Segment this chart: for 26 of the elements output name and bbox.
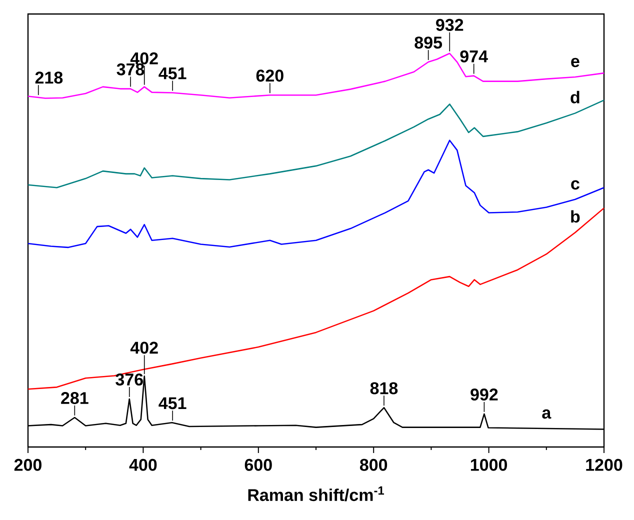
series-label: e bbox=[571, 58, 580, 68]
x-tick-label: 1200 bbox=[586, 458, 622, 471]
annotation: 818 bbox=[370, 382, 398, 394]
series-label: b bbox=[571, 210, 580, 223]
annotation: 376 bbox=[116, 374, 143, 386]
annotation: 402 bbox=[130, 342, 158, 354]
annotation: 402 bbox=[130, 52, 158, 64]
series-label: c bbox=[571, 180, 580, 190]
annotation: 451 bbox=[158, 67, 186, 80]
x-tick-label: 1000 bbox=[470, 458, 508, 471]
annotation: 895 bbox=[414, 36, 442, 49]
annotation: 992 bbox=[470, 388, 498, 401]
x-tick-label: 800 bbox=[360, 458, 388, 471]
x-tick-label: 200 bbox=[14, 458, 42, 471]
annotation: 932 bbox=[436, 18, 464, 31]
annotation: 378 bbox=[116, 63, 144, 76]
annotation: 451 bbox=[158, 397, 186, 410]
annotation: 620 bbox=[256, 70, 284, 82]
x-axis-title: Raman shift/cm$^{-1}$ bbox=[248, 486, 384, 502]
annotation: 281 bbox=[61, 392, 88, 404]
annotation: 974 bbox=[460, 50, 488, 62]
annotation: 218 bbox=[35, 72, 63, 84]
series-label: d bbox=[570, 90, 580, 104]
series-label: a bbox=[542, 409, 552, 419]
x-tick-label: 400 bbox=[129, 458, 157, 471]
x-tick-label: 600 bbox=[244, 458, 272, 471]
